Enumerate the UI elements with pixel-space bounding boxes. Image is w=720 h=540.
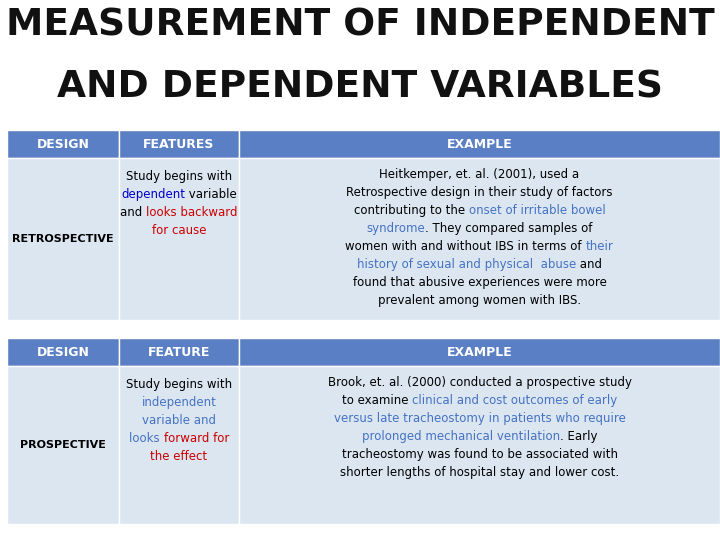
Text: the effect: the effect (150, 450, 207, 463)
Text: MEASUREMENT OF INDEPENDENT: MEASUREMENT OF INDEPENDENT (6, 8, 714, 44)
Bar (239, 158, 720, 320)
Text: versus late tracheostomy in patients who require: versus late tracheostomy in patients who… (333, 412, 626, 425)
Text: prolonged mechanical ventilation: prolonged mechanical ventilation (361, 430, 560, 443)
Bar (239, 130, 720, 158)
Bar (7, 338, 119, 366)
Text: for cause: for cause (152, 224, 206, 237)
Text: forward for: forward for (163, 432, 229, 445)
Text: FEATURES: FEATURES (143, 138, 215, 151)
Text: DESIGN: DESIGN (37, 138, 89, 151)
Text: women with and without IBS in terms of: women with and without IBS in terms of (346, 240, 585, 253)
Bar (239, 338, 720, 366)
Text: history of sexual and physical  abuse: history of sexual and physical abuse (357, 258, 576, 271)
Text: EXAMPLE: EXAMPLE (446, 138, 513, 151)
Bar (7, 130, 119, 158)
Text: Heitkemper, et. al. (2001), used a: Heitkemper, et. al. (2001), used a (379, 168, 580, 181)
Text: Study begins with: Study begins with (126, 170, 232, 183)
Text: variable and: variable and (142, 414, 216, 427)
Text: FEATURE: FEATURE (148, 346, 210, 359)
Bar (119, 130, 239, 158)
Bar (7, 158, 119, 320)
Text: syndrome: syndrome (366, 222, 426, 235)
Text: AND DEPENDENT VARIABLES: AND DEPENDENT VARIABLES (57, 70, 663, 106)
Text: DESIGN: DESIGN (37, 346, 89, 359)
Text: Retrospective design in their study of factors: Retrospective design in their study of f… (346, 186, 613, 199)
Text: dependent: dependent (121, 188, 185, 201)
Text: looks backward: looks backward (146, 206, 238, 219)
Text: clinical and cost outcomes of early: clinical and cost outcomes of early (412, 394, 617, 407)
Text: EXAMPLE: EXAMPLE (446, 346, 513, 359)
Text: found that abusive experiences were more: found that abusive experiences were more (353, 276, 606, 289)
Text: and: and (120, 206, 146, 219)
Bar (239, 366, 720, 524)
Text: variable: variable (185, 188, 237, 201)
Text: tracheostomy was found to be associated with: tracheostomy was found to be associated … (341, 448, 618, 461)
Text: contributing to the: contributing to the (354, 204, 469, 217)
Text: PROSPECTIVE: PROSPECTIVE (20, 440, 106, 450)
Text: RETROSPECTIVE: RETROSPECTIVE (12, 234, 114, 244)
Text: independent: independent (142, 396, 217, 409)
Bar (119, 158, 239, 320)
Text: Brook, et. al. (2000) conducted a prospective study: Brook, et. al. (2000) conducted a prospe… (328, 376, 631, 389)
Bar (119, 338, 239, 366)
Bar (119, 366, 239, 524)
Text: Study begins with: Study begins with (126, 378, 232, 391)
Text: looks: looks (129, 432, 163, 445)
Text: and: and (576, 258, 602, 271)
Text: . Early: . Early (560, 430, 598, 443)
Text: their: their (585, 240, 613, 253)
Text: shorter lengths of hospital stay and lower cost.: shorter lengths of hospital stay and low… (340, 466, 619, 479)
Text: prevalent among women with IBS.: prevalent among women with IBS. (378, 294, 581, 307)
Bar (7, 366, 119, 524)
Text: . They compared samples of: . They compared samples of (426, 222, 593, 235)
Text: to examine: to examine (342, 394, 412, 407)
Text: onset of irritable bowel: onset of irritable bowel (469, 204, 606, 217)
